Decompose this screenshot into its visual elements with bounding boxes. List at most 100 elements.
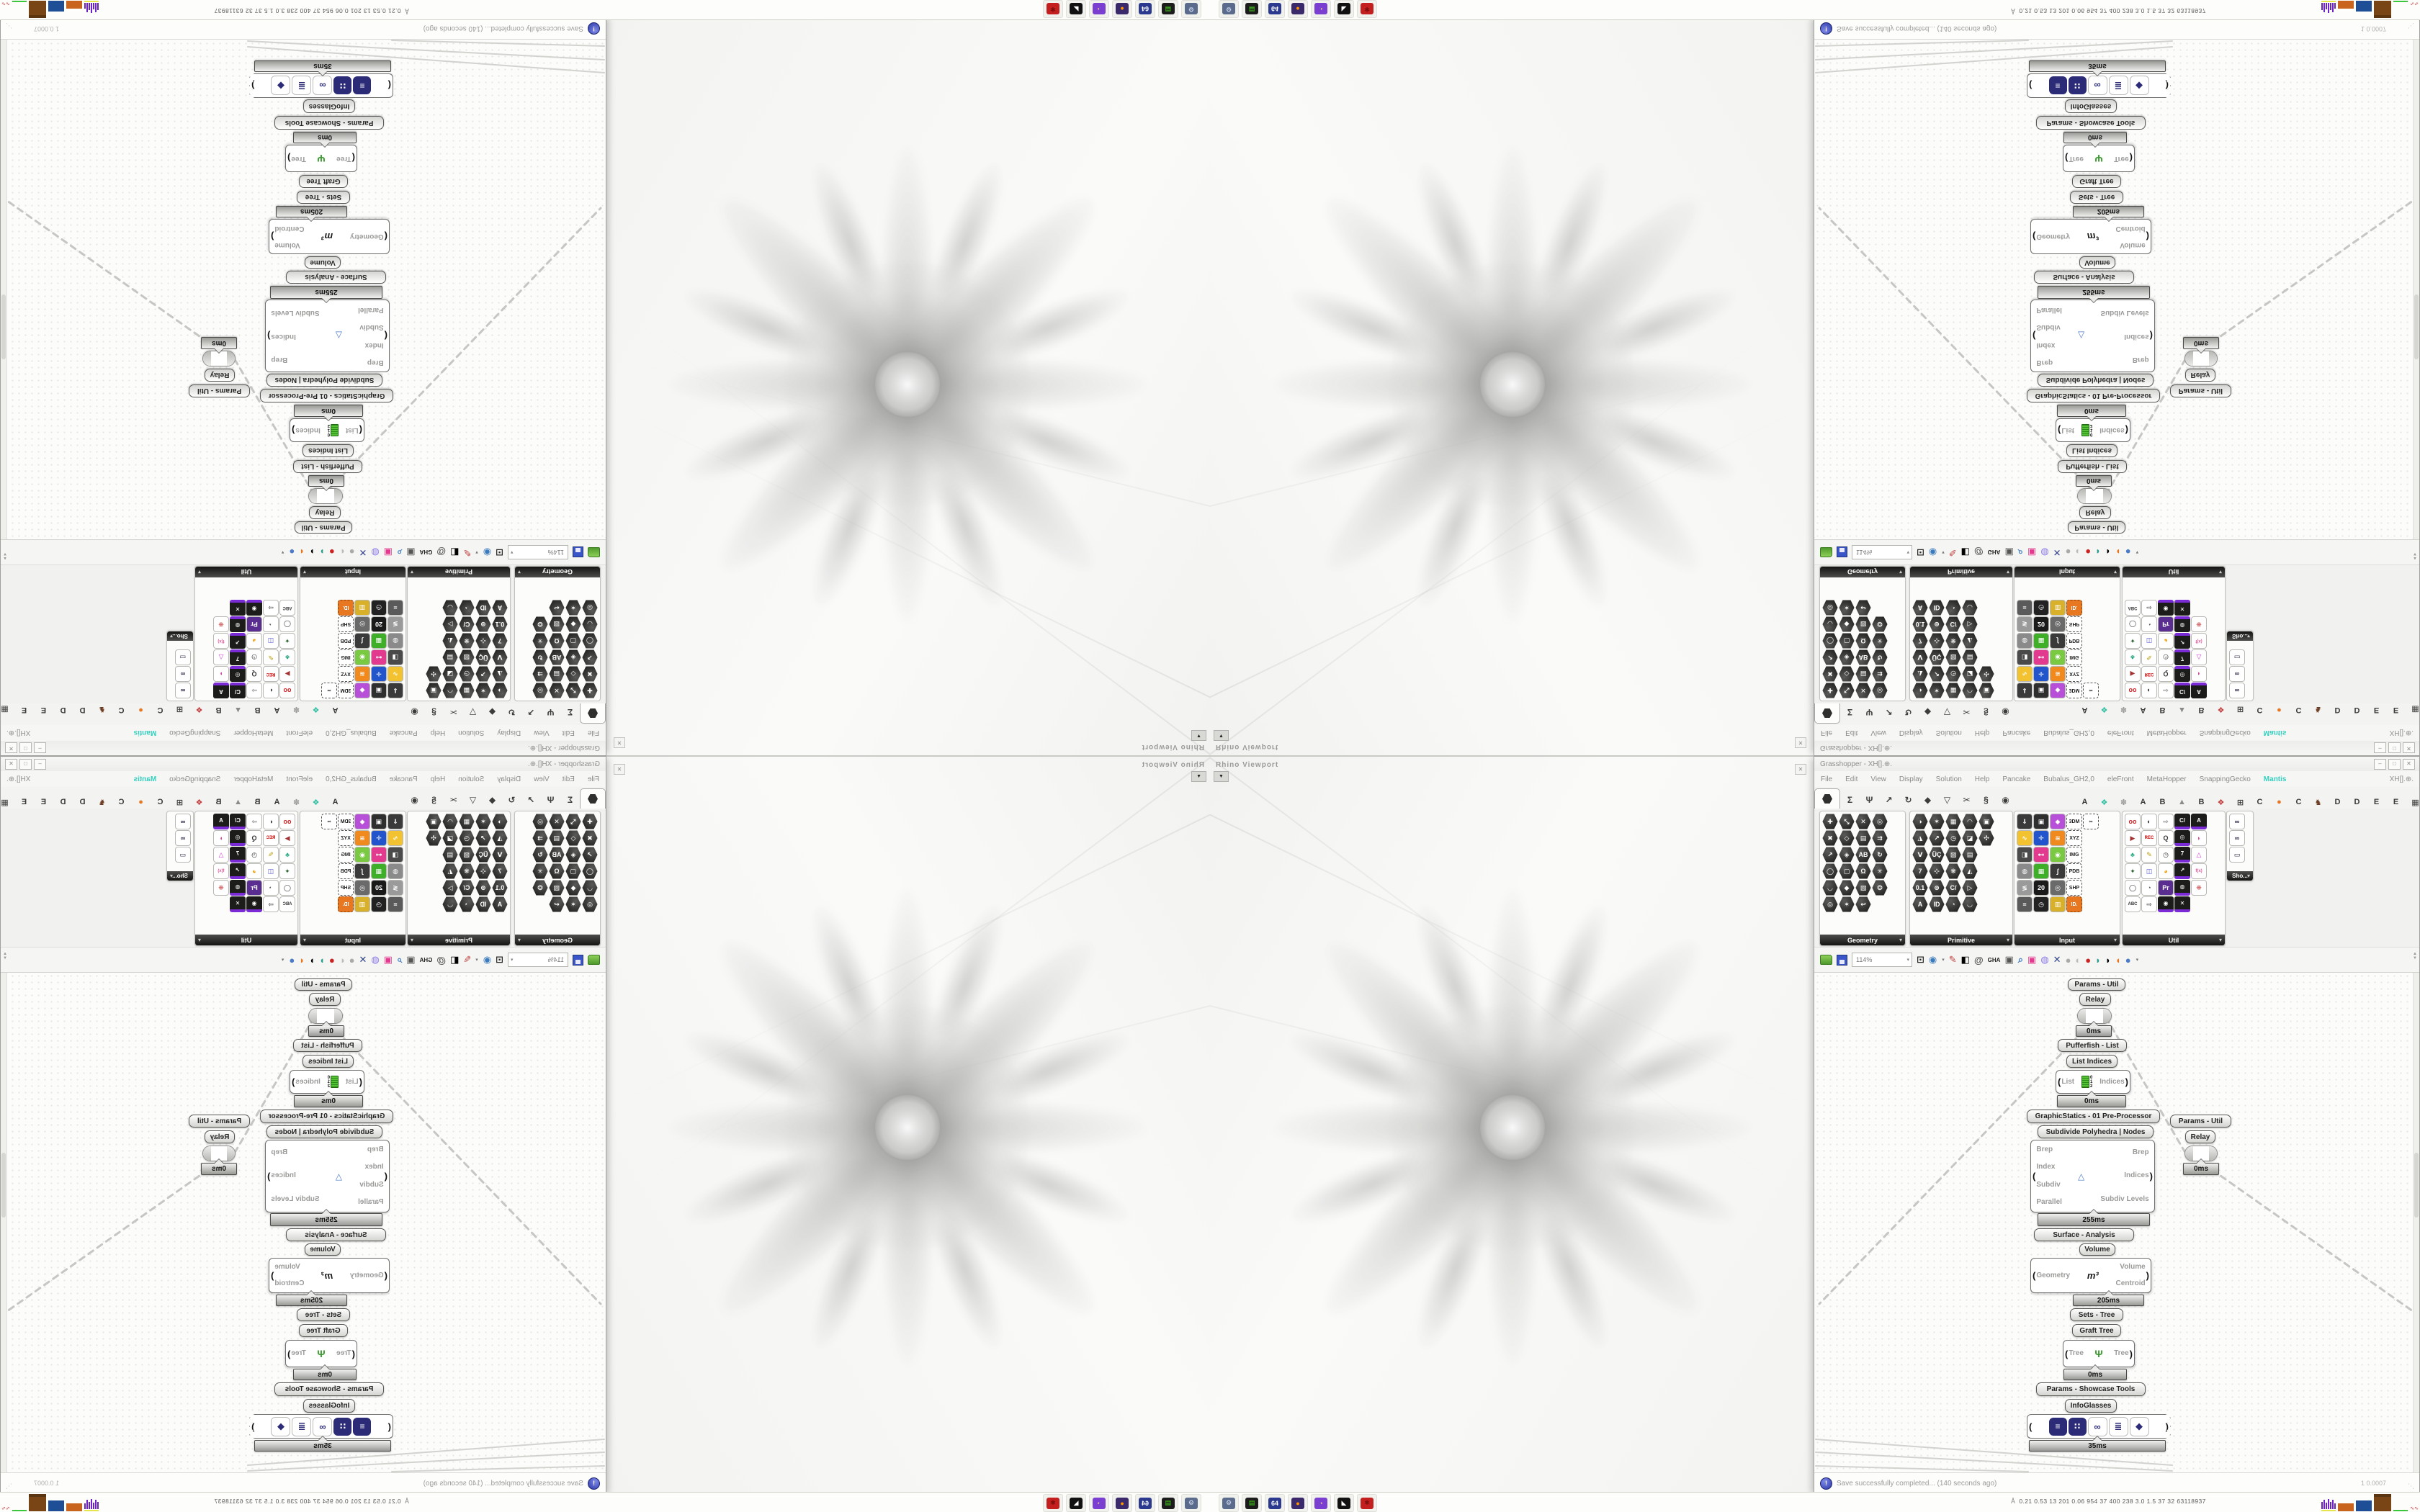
- component-icon[interactable]: ↩: [1855, 896, 1871, 912]
- list-component[interactable]: (List 0 1 2 Indices): [290, 418, 364, 442]
- plugin-tab-2[interactable]: ✽: [292, 705, 300, 714]
- component-icon[interactable]: ✕: [549, 814, 565, 829]
- component-icon[interactable]: ◕: [2158, 633, 2174, 649]
- plugin-tab-16[interactable]: E: [21, 706, 27, 714]
- component-icon[interactable]: ▦: [1945, 814, 1961, 829]
- tab-transform[interactable]: §: [431, 795, 436, 805]
- component-icon[interactable]: ◎: [354, 880, 370, 896]
- component-icon[interactable]: ∞: [321, 814, 337, 829]
- component-icon[interactable]: ⇉: [532, 666, 548, 682]
- canvas-scrollbar[interactable]: [1, 40, 7, 539]
- tab-sets[interactable]: Ψ: [1865, 707, 1873, 717]
- pin-gray-icon[interactable]: ◗: [2105, 954, 2111, 966]
- component-icon[interactable]: ▢: [565, 863, 581, 879]
- plugin-tab-7[interactable]: ❖: [2217, 705, 2225, 714]
- panel-close-icon[interactable]: ✕: [614, 764, 625, 775]
- menu-item-solution[interactable]: Solution: [458, 729, 485, 737]
- component-icon[interactable]: ⇨: [246, 814, 262, 829]
- component-icon[interactable]: ⇨: [2141, 896, 2157, 912]
- component-icon[interactable]: ∞: [175, 666, 191, 682]
- cat-app-icon[interactable]: ◣: [1334, 0, 1354, 18]
- component-icon[interactable]: ◷: [246, 649, 262, 665]
- tab-vector[interactable]: ↗: [1885, 707, 1893, 717]
- component-icon[interactable]: ∫: [354, 863, 370, 879]
- component-icon[interactable]: ∞: [175, 830, 191, 846]
- component-icon[interactable]: ≡: [2017, 600, 2033, 616]
- component-icon[interactable]: ≋: [354, 666, 370, 682]
- menu-item-file[interactable]: File: [587, 775, 599, 783]
- graft-component[interactable]: (Tree Ψ Tree): [285, 145, 357, 172]
- component-icon[interactable]: ID.: [338, 600, 354, 616]
- component-icon[interactable]: ▣: [426, 814, 442, 829]
- plugin-tab-11[interactable]: C: [118, 706, 125, 714]
- plugin-tab-14[interactable]: D: [60, 798, 66, 806]
- component-icon[interactable]: ∞: [2229, 666, 2245, 682]
- menu-item-metahopper[interactable]: MetaHopper: [2146, 729, 2187, 737]
- plugin-tab-11[interactable]: C: [2295, 798, 2302, 806]
- group-label-node[interactable]: Surface - Analysis: [286, 271, 386, 284]
- sphere-blue-icon[interactable]: ●: [2125, 954, 2131, 966]
- component-icon[interactable]: ▦: [371, 633, 387, 649]
- plugin-tab-0[interactable]: A: [2081, 798, 2088, 806]
- plugin-tab-17[interactable]: ▦: [2411, 705, 2419, 714]
- component-icon[interactable]: ✎: [2141, 649, 2157, 665]
- relay-node[interactable]: [308, 488, 343, 504]
- component-icon[interactable]: ↻: [1872, 847, 1888, 863]
- palette-label[interactable]: Geometry ▾: [515, 935, 600, 945]
- component-icon[interactable]: ◍: [2174, 880, 2190, 896]
- menu-item-bubalus_gh2,0[interactable]: Bubalus_GH2,0: [326, 775, 377, 783]
- open-file-icon[interactable]: [588, 547, 600, 557]
- component-icon[interactable]: ▥: [354, 600, 370, 616]
- component-icon[interactable]: ⊷: [2033, 649, 2049, 665]
- component-icon[interactable]: ID.: [2066, 896, 2082, 912]
- profiler-badge[interactable]: 205ms: [2073, 206, 2144, 217]
- profiler-badge[interactable]: 205ms: [276, 206, 347, 217]
- component-icon[interactable]: ÜÇ: [1929, 847, 1945, 863]
- component-icon[interactable]: ◮: [1912, 830, 1928, 846]
- wire-display-icon[interactable]: ✕: [359, 547, 367, 558]
- save-file-icon[interactable]: [1837, 546, 1847, 558]
- panel-close-icon[interactable]: ✕: [614, 737, 625, 748]
- zoom-extents-icon[interactable]: ⊡: [496, 954, 503, 965]
- component-icon[interactable]: ↻: [532, 649, 548, 665]
- pin-orange-icon[interactable]: ◖: [2115, 954, 2121, 966]
- component-icon[interactable]: ↗: [2174, 863, 2190, 879]
- component-icon[interactable]: ◨: [2017, 847, 2033, 863]
- plugin-tab-11[interactable]: C: [2295, 706, 2302, 714]
- group-label-node[interactable]: List Indices: [2066, 444, 2118, 457]
- component-icon[interactable]: ✕: [230, 600, 246, 616]
- component-icon[interactable]: Ⅴ: [1912, 847, 1928, 863]
- profiler-badge[interactable]: 0ms: [2183, 1163, 2219, 1175]
- tab-display[interactable]: ◉: [411, 795, 418, 805]
- component-icon[interactable]: ↗: [475, 666, 491, 682]
- component-icon[interactable]: ↻: [1872, 649, 1888, 665]
- component-icon[interactable]: ❂: [532, 880, 548, 896]
- profiler-badge[interactable]: 0ms: [2076, 475, 2112, 487]
- component-icon[interactable]: ∞: [175, 814, 191, 829]
- plugin-tab-1[interactable]: ❖: [2100, 705, 2108, 714]
- component-icon[interactable]: PDB: [2066, 633, 2082, 649]
- goggles-app-icon[interactable]: ◔: [1089, 0, 1109, 18]
- group-label-node[interactable]: List Indices: [302, 444, 354, 457]
- component-icon[interactable]: 3DM: [338, 814, 354, 829]
- component-icon[interactable]: ✎: [2141, 847, 2157, 863]
- component-icon[interactable]: Ω: [1855, 863, 1871, 879]
- component-icon[interactable]: Q: [2158, 666, 2174, 682]
- menu-item-view[interactable]: View: [534, 729, 550, 737]
- remote-panel-icon[interactable]: @: [1973, 954, 1984, 966]
- component-icon[interactable]: ↻: [532, 847, 548, 863]
- component-icon[interactable]: ◈: [1839, 649, 1855, 665]
- plugin-tab-15[interactable]: E: [2373, 706, 2380, 714]
- zoom-extents-icon[interactable]: ⊡: [1917, 547, 1924, 558]
- tab-maths[interactable]: Σ: [1847, 707, 1853, 717]
- save-file-icon[interactable]: [1837, 954, 1847, 966]
- preview-off-icon[interactable]: ●: [2065, 954, 2071, 966]
- component-icon[interactable]: ▭: [2229, 649, 2245, 665]
- group-label-node[interactable]: Pufferfish - List: [2058, 460, 2127, 473]
- plugin-tab-1[interactable]: ❖: [312, 705, 320, 714]
- minimize-button[interactable]: –: [34, 759, 46, 770]
- plugin-tab-16[interactable]: E: [2393, 798, 2399, 806]
- component-icon[interactable]: SHP: [338, 880, 354, 896]
- component-icon[interactable]: ✛: [2033, 830, 2049, 846]
- component-icon[interactable]: △: [213, 649, 229, 665]
